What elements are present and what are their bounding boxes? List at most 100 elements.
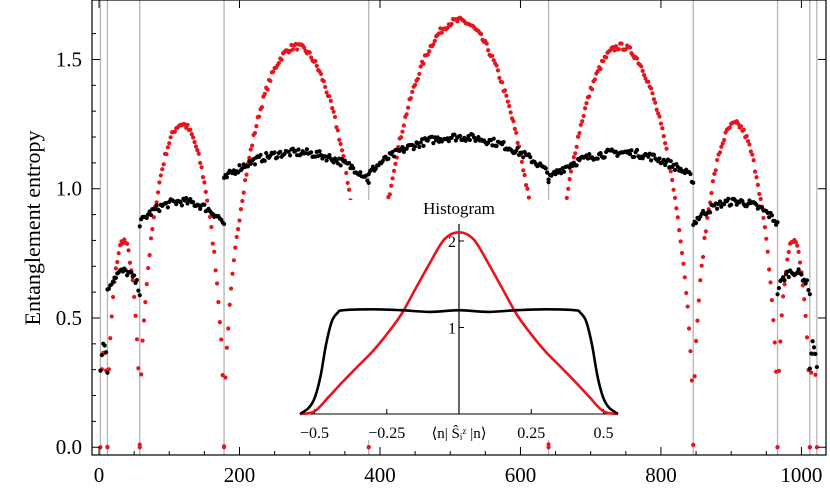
data-point-red: [793, 240, 798, 245]
data-point-red: [705, 215, 710, 220]
data-point-black: [515, 145, 520, 150]
data-point-black: [221, 221, 227, 227]
data-point-red: [508, 110, 513, 115]
data-point-black: [179, 203, 185, 208]
data-point-red: [571, 155, 576, 160]
data-point-red: [804, 335, 810, 340]
data-point-red: [727, 125, 732, 130]
data-point-red: [314, 63, 319, 69]
data-point-red: [686, 326, 692, 331]
inset-background: [296, 200, 626, 440]
data-point-red: [677, 227, 682, 233]
data-point-red: [268, 78, 273, 84]
data-point-red: [262, 91, 267, 97]
data-point-red: [712, 171, 717, 176]
data-point-red: [172, 129, 177, 134]
data-point-red: [413, 82, 418, 87]
data-point-red: [161, 162, 166, 167]
data-point-black: [740, 198, 745, 204]
data-point-red: [752, 169, 758, 174]
data-point-red: [209, 224, 214, 230]
data-point-red: [564, 195, 569, 201]
data-point-black: [198, 206, 203, 212]
y-tick-label: 0.5: [56, 306, 82, 330]
data-point-red: [185, 122, 190, 128]
data-point-red: [130, 278, 135, 283]
data-point-black: [632, 154, 637, 160]
data-point-red: [674, 206, 679, 211]
data-point-red: [507, 104, 512, 109]
data-point-red: [744, 134, 749, 139]
data-point-black: [373, 166, 378, 171]
data-point-black: [691, 180, 696, 185]
data-point-red: [321, 79, 326, 84]
data-point-black: [106, 286, 111, 291]
inset-x-tick-label: −0.25: [368, 425, 405, 442]
data-point-black: [188, 196, 193, 202]
data-point-black: [717, 199, 723, 204]
data-point-red: [604, 55, 609, 60]
x-tick-label: 400: [364, 463, 396, 487]
data-point-black: [317, 149, 322, 154]
data-point-red: [511, 119, 516, 124]
data-point-black: [237, 163, 242, 168]
data-point-red: [390, 176, 395, 181]
data-point-red: [521, 168, 526, 173]
data-point-red: [484, 41, 489, 46]
x-tick-label: 1000: [780, 463, 822, 487]
data-point-red: [401, 123, 406, 128]
data-point-red: [220, 373, 225, 378]
data-point-red: [741, 127, 746, 132]
data-point-red: [338, 141, 343, 147]
data-point-red: [582, 106, 588, 111]
data-point-red: [581, 113, 586, 119]
data-point-red: [479, 31, 484, 37]
data-point-black: [657, 156, 662, 161]
data-point-red: [345, 180, 350, 186]
data-point-red: [199, 165, 204, 170]
inset-y-tick-label: 2: [448, 234, 456, 251]
data-point-red: [651, 97, 657, 102]
data-point-red: [515, 140, 520, 145]
data-point-red: [778, 339, 783, 344]
data-point-black: [587, 151, 592, 157]
data-point-red: [127, 260, 133, 265]
data-point-black: [722, 202, 727, 207]
data-point-red: [193, 144, 199, 149]
data-point-black: [708, 210, 713, 215]
data-point-red: [646, 79, 651, 84]
data-point-red: [654, 107, 659, 112]
data-point-red: [592, 77, 598, 82]
data-point-red: [656, 111, 661, 116]
data-point-black: [110, 279, 116, 284]
data-point-black: [358, 170, 363, 175]
data-point-red: [410, 89, 415, 95]
data-point-red: [106, 367, 111, 372]
data-point-black: [688, 171, 693, 177]
data-point-red: [679, 250, 685, 256]
data-point-red: [109, 314, 114, 319]
data-point-black: [178, 200, 183, 205]
data-point-red: [695, 318, 700, 323]
data-point-black: [174, 202, 179, 207]
data-point-red: [623, 47, 628, 52]
data-point-red: [703, 229, 708, 234]
data-point-black: [651, 152, 657, 157]
data-point-red: [290, 47, 295, 52]
data-point-red: [546, 445, 551, 450]
data-point-red: [779, 313, 784, 318]
data-point-red: [795, 243, 800, 248]
data-point-red: [814, 445, 819, 450]
data-point-red: [722, 137, 727, 143]
data-point-red: [271, 69, 276, 74]
y-axis-title: Entanglement entropy: [20, 131, 45, 326]
data-point-red: [684, 290, 689, 296]
data-point-black: [147, 209, 152, 214]
data-point-red: [309, 55, 314, 60]
data-point-black: [804, 278, 810, 283]
data-point-red: [523, 183, 529, 188]
data-point-red: [279, 57, 284, 62]
data-point-black: [813, 351, 818, 357]
data-point-red: [212, 249, 217, 254]
data-point-red: [158, 173, 163, 178]
